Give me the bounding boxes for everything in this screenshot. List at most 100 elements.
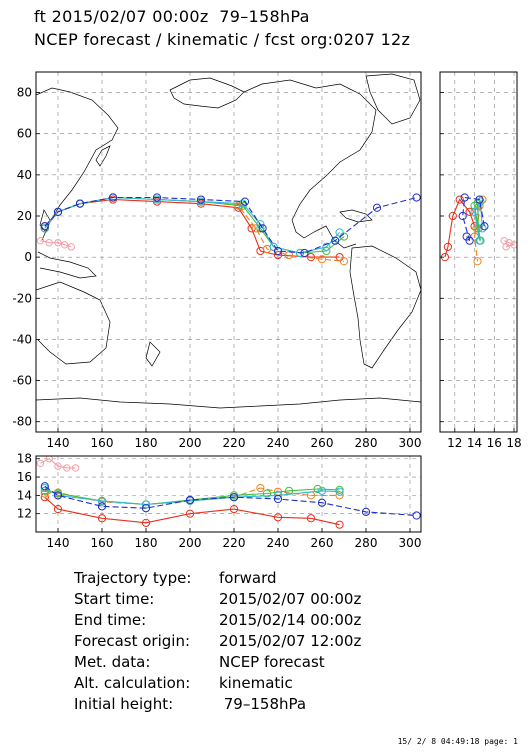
series-point-cyan [256, 220, 265, 229]
series-point-blue [412, 193, 421, 202]
trajectory-info-table: Trajectory type: forward Start time: 201… [74, 569, 361, 716]
series-point-pink [63, 464, 71, 472]
series-point-cyan [97, 496, 107, 505]
series-point-cyan [269, 242, 278, 251]
chart-title-line1: ft 2015/02/07 00:00z 79–158hPa [34, 7, 310, 26]
series-point-green [313, 484, 322, 494]
panel-frame [35, 455, 422, 533]
series-point-blue [196, 195, 206, 204]
series-point-pink [71, 464, 80, 472]
y-tick-label: 12 [17, 507, 32, 521]
info-row-initial-height: Initial height: 79–158hPa [74, 695, 361, 716]
series-point-blue [53, 491, 63, 500]
coast-alaska [169, 77, 245, 109]
series-point-green [262, 489, 272, 498]
series-point-red [247, 224, 256, 233]
series-point-red [448, 211, 457, 221]
series-point-blue [460, 193, 469, 202]
series-point-green [238, 201, 247, 210]
series-point-blue [465, 236, 474, 245]
x-tick-label: 18 [506, 436, 521, 450]
x-tick-label: 160 [91, 536, 114, 550]
info-value: NCEP forecast [219, 653, 325, 671]
y-tick-label: -20 [12, 291, 32, 305]
series-point-pink [510, 241, 517, 249]
series-point-blue [53, 207, 63, 216]
coast-japan [95, 145, 111, 167]
series-point-cyan [335, 487, 344, 496]
series-point-blue [300, 248, 309, 258]
series-point-blue [412, 511, 421, 520]
series-point-blue [40, 222, 49, 231]
map-panel: 140 160 180 200 220 240 260 280 300 -80 -60 -40 -20 0… [12, 71, 422, 450]
y-tick-label: -40 [12, 332, 32, 346]
series-line-red [44, 496, 340, 526]
series-point-red [40, 493, 49, 502]
series-line-blue [44, 485, 417, 517]
info-label: Start time: [74, 590, 155, 608]
series-point-pink [36, 459, 45, 468]
coast-borneo-newguinea [37, 251, 97, 279]
info-value: 79–158hPa [219, 695, 307, 713]
series-point-blue [141, 504, 151, 513]
series-line-red [444, 198, 476, 258]
series-point-red [443, 242, 452, 251]
series-point-blue [273, 246, 283, 256]
series-point-pink [45, 456, 53, 463]
series-line-pink [40, 240, 72, 248]
series-point-pink [54, 239, 62, 247]
series-point-pink [45, 239, 53, 247]
series-line-green [44, 488, 340, 506]
series-point-orange [470, 232, 479, 241]
series-line-cyan [474, 199, 483, 241]
series-point-red [97, 514, 107, 523]
x-tick-label: 200 [179, 536, 202, 550]
series-line-orange [44, 196, 345, 262]
series-point-pink [502, 243, 510, 251]
info-label: Forecast origin: [74, 632, 191, 650]
y-tick-label: 40 [17, 168, 32, 182]
info-value: forward [219, 569, 277, 587]
chart-title-line2: NCEP forecast / kinematic / fcst org:020… [34, 30, 411, 49]
x-tick-label: 260 [311, 536, 334, 550]
series-point-cyan [40, 224, 49, 233]
series-point-pink [60, 241, 69, 249]
series-point-red [108, 195, 118, 204]
page-footer: 15/ 2/ 8 04:49:18 page: 1 [397, 737, 518, 746]
series-point-red [185, 509, 195, 518]
series-point-red [196, 199, 206, 208]
y-tick-label: -80 [12, 415, 32, 429]
series-group [36, 456, 421, 529]
series-point-blue [185, 495, 195, 505]
series-point-cyan [141, 500, 151, 509]
series-point-blue [273, 494, 283, 504]
panel-frame [439, 71, 518, 433]
series-point-blue [229, 493, 239, 502]
x-tick-label: 300 [399, 536, 422, 550]
panel-frame [35, 71, 422, 433]
series-line-green [473, 202, 482, 241]
series-group [440, 193, 517, 266]
coast-newzealand [145, 341, 161, 367]
series-point-blue [462, 232, 471, 241]
series-point-blue [258, 224, 267, 233]
series-point-orange [339, 257, 349, 266]
series-point-cyan [478, 224, 487, 233]
series-point-red [465, 207, 474, 216]
x-tick-label: 300 [399, 436, 422, 450]
x-tick-label: 180 [135, 436, 158, 450]
series-point-pink [36, 236, 45, 245]
series-point-red [335, 520, 344, 529]
y-tick-label: 18 [17, 452, 32, 466]
y-tick-label: 0 [24, 250, 32, 264]
series-point-blue [97, 502, 107, 511]
coast-south-america [349, 245, 421, 369]
series-line-blue [462, 196, 485, 242]
x-tick-label: 200 [179, 436, 202, 450]
series-point-green [40, 486, 49, 495]
series-line-cyan [44, 196, 341, 254]
series-point-blue [75, 199, 85, 208]
x-tick-label: 16 [487, 436, 502, 450]
coast-australia [36, 281, 111, 365]
series-point-red [53, 505, 63, 514]
